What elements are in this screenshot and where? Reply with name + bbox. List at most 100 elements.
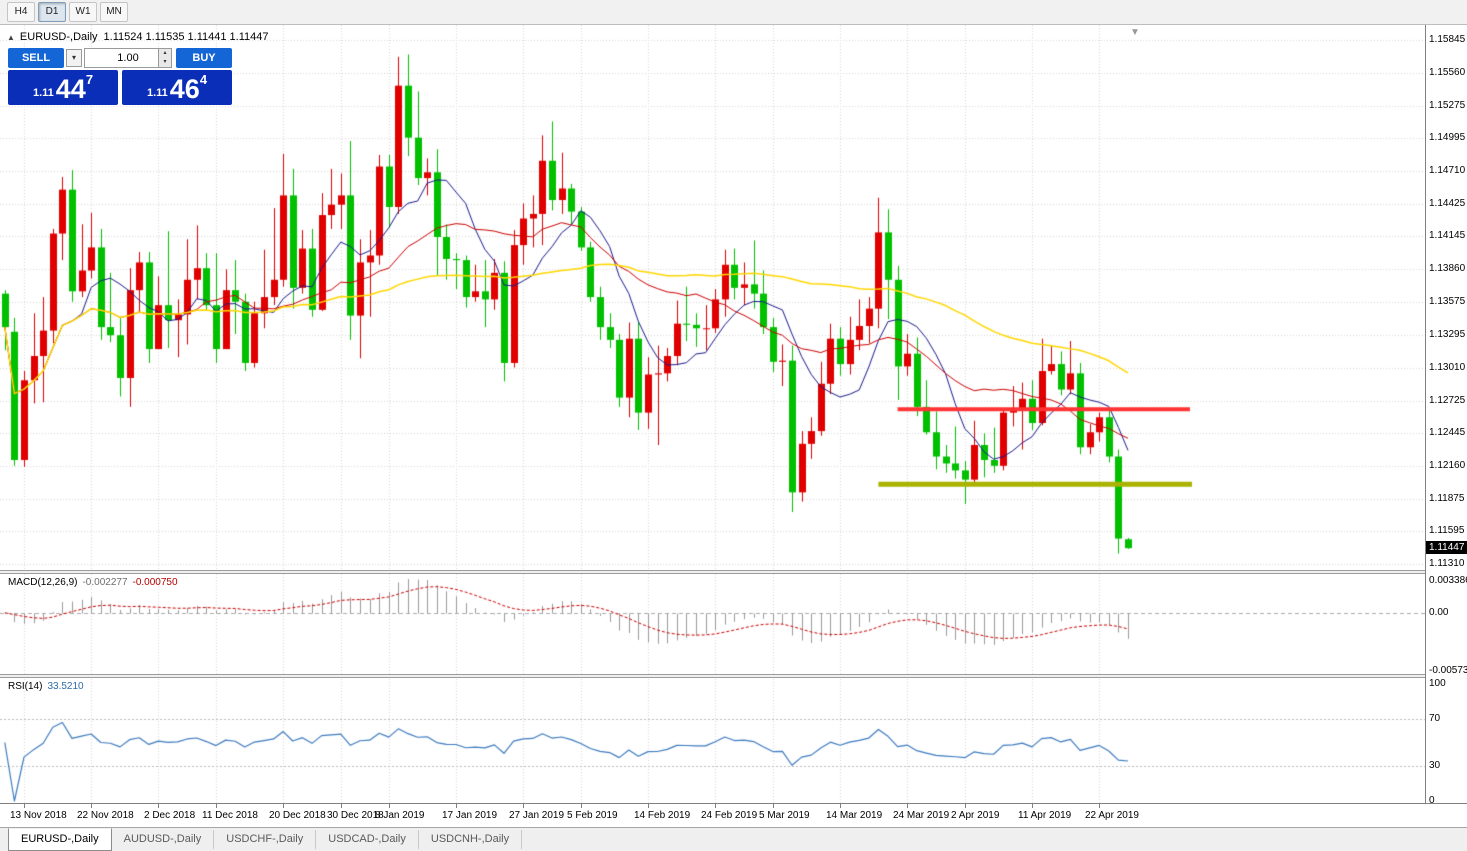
macd-signal-value: -0.000750 xyxy=(132,577,178,588)
date-tick-mark xyxy=(523,804,524,808)
rsi-title: RSI(14) xyxy=(8,681,43,692)
one-click-panel-toggle-icon[interactable]: ▲ xyxy=(7,32,15,42)
rsi-axis-label: 100 xyxy=(1429,678,1446,689)
date-axis-label: 14 Feb 2019 xyxy=(634,810,691,821)
price-axis-label: 1.13010 xyxy=(1429,361,1466,373)
date-axis-label: 27 Jan 2019 xyxy=(509,810,565,821)
buy-price-pip-digit: 4 xyxy=(199,72,208,87)
macd-indicator-label: MACD(12,26,9) -0.002277 -0.000750 xyxy=(8,577,178,588)
chart-tab-audusd[interactable]: AUDUSD-,Daily xyxy=(112,830,215,849)
macd-axis-label: 0.00 xyxy=(1429,606,1449,618)
buy-price-display[interactable]: 1.11 46 4 xyxy=(122,70,232,105)
chart-tab-bar: EURUSD-,Daily AUDUSD-,Daily USDCHF-,Daily U… xyxy=(0,827,1467,851)
date-axis-label: 14 Mar 2019 xyxy=(826,810,883,821)
chart-tab-usdcnh[interactable]: USDCNH-,Daily xyxy=(419,830,523,849)
chart-tab-usdchf[interactable]: USDCHF-,Daily xyxy=(214,830,317,849)
date-axis-border xyxy=(0,803,1467,804)
pane-separator-macd[interactable] xyxy=(0,570,1425,574)
date-axis-label: 11 Apr 2019 xyxy=(1018,810,1072,821)
sell-price-prefix: 1.11 xyxy=(32,87,54,99)
macd-title: MACD(12,26,9) xyxy=(8,577,78,588)
sell-price-display[interactable]: 1.11 44 7 xyxy=(8,70,118,105)
rsi-axis-label: 70 xyxy=(1429,713,1441,725)
price-axis-label: 1.14425 xyxy=(1429,198,1466,210)
volume-increase-button[interactable]: ▴ xyxy=(163,50,167,56)
timeframe-button-d1[interactable]: D1 xyxy=(38,2,66,22)
price-axis-label: 1.12160 xyxy=(1429,459,1466,471)
date-tick-mark xyxy=(965,804,966,808)
price-axis-label: 1.11875 xyxy=(1429,492,1465,504)
buy-button[interactable]: BUY xyxy=(176,48,232,68)
date-tick-mark xyxy=(1032,804,1033,808)
macd-main-value: -0.002277 xyxy=(82,577,128,588)
sell-button[interactable]: SELL xyxy=(8,48,64,68)
date-tick-mark xyxy=(91,804,92,808)
date-axis-label: 13 Nov 2018 xyxy=(10,810,67,821)
timeframe-button-w1[interactable]: W1 xyxy=(69,2,97,22)
candlestick-chart-canvas[interactable] xyxy=(0,25,1425,803)
date-tick-mark xyxy=(1099,804,1100,808)
chart-tab-eurusd[interactable]: EURUSD-,Daily xyxy=(8,828,112,851)
price-axis-label: 1.14145 xyxy=(1429,230,1466,242)
date-tick-mark xyxy=(907,804,908,808)
sell-price-big-digits: 44 xyxy=(55,74,86,104)
pane-separator-rsi[interactable] xyxy=(0,674,1425,678)
chart-ohlc-values: 1.11524 1.11535 1.11441 1.11447 xyxy=(103,31,269,43)
rsi-axis-label: 30 xyxy=(1429,759,1441,771)
price-axis-label: 1.11595 xyxy=(1429,525,1465,537)
price-axis-label: 1.15275 xyxy=(1429,99,1466,111)
chart-tab-usdcad[interactable]: USDCAD-,Daily xyxy=(316,830,419,849)
date-axis-label: 24 Feb 2019 xyxy=(701,810,758,821)
current-price-tag: 1.11447 xyxy=(1426,541,1467,555)
price-axis-label: 1.14710 xyxy=(1429,165,1466,177)
one-click-trading-panel: SELL ▾ 1.00 ▴ ▾ BUY 1.11 44 7 1.11 46 4 xyxy=(8,48,232,105)
date-tick-mark xyxy=(341,804,342,808)
date-axis-label: 2 Apr 2019 xyxy=(951,810,1000,821)
date-axis-label: 22 Nov 2018 xyxy=(77,810,134,821)
rsi-axis-label: 0 xyxy=(1429,795,1435,806)
date-tick-mark xyxy=(389,804,390,808)
rsi-indicator-label: RSI(14) 33.5210 xyxy=(8,681,84,692)
date-tick-mark xyxy=(840,804,841,808)
volume-input[interactable]: 1.00 ▴ ▾ xyxy=(84,48,172,68)
date-axis-label: 2 Dec 2018 xyxy=(144,810,196,821)
date-tick-mark xyxy=(581,804,582,808)
date-axis-label: 5 Feb 2019 xyxy=(567,810,618,821)
buy-price-prefix: 1.11 xyxy=(146,87,168,99)
price-axis-label: 1.14995 xyxy=(1429,132,1466,144)
macd-axis-label: -0.005737 xyxy=(1429,665,1467,677)
price-axis-label: 1.12725 xyxy=(1429,394,1466,406)
rsi-value: 33.5210 xyxy=(47,681,84,692)
timeframe-button-h4[interactable]: H4 xyxy=(7,2,35,22)
sell-price-pip-digit: 7 xyxy=(85,72,94,87)
price-axis-label: 1.13575 xyxy=(1429,296,1466,308)
price-axis-label: 1.15560 xyxy=(1429,66,1466,78)
chart-shift-marker-icon[interactable]: ▼ xyxy=(1130,27,1140,38)
date-axis-label: 20 Dec 2018 xyxy=(269,810,326,821)
date-tick-mark xyxy=(648,804,649,808)
date-axis-label: 11 Dec 2018 xyxy=(202,810,258,821)
timeframe-button-mn[interactable]: MN xyxy=(100,2,128,22)
date-tick-mark xyxy=(456,804,457,808)
date-tick-mark xyxy=(283,804,284,808)
price-axis-label: 1.15845 xyxy=(1429,34,1466,46)
price-axis-label: 1.12445 xyxy=(1429,426,1466,438)
price-axis[interactable]: 1.11447 1.15845 1.15560 1.15275 1.14995 1.14… xyxy=(1426,25,1467,806)
chart-header: ▲ EURUSD-,Daily 1.11524 1.11535 1.11441 … xyxy=(7,31,269,43)
date-axis[interactable]: 13 Nov 2018 22 Nov 2018 2 Dec 2018 11 Dec 2… xyxy=(0,804,1467,827)
buy-price-big-digits: 46 xyxy=(169,74,200,104)
date-axis-label: 24 Mar 2019 xyxy=(893,810,950,821)
volume-dropdown-button[interactable]: ▾ xyxy=(66,49,82,67)
date-tick-mark xyxy=(216,804,217,808)
date-axis-label: 5 Mar 2019 xyxy=(759,810,810,821)
date-tick-mark xyxy=(158,804,159,808)
date-axis-label: 22 Apr 2019 xyxy=(1085,810,1139,821)
price-axis-label: 1.11310 xyxy=(1429,557,1465,569)
volume-decrease-button[interactable]: ▾ xyxy=(163,59,167,65)
timeframe-toolbar: H4 D1 W1 MN xyxy=(0,0,1467,25)
price-axis-border xyxy=(1425,25,1426,803)
price-axis-label: 1.13860 xyxy=(1429,263,1466,275)
price-axis-label: 1.13295 xyxy=(1429,328,1466,340)
date-axis-label: 30 Dec 2018 xyxy=(327,810,384,821)
date-axis-label: 8 Jan 2019 xyxy=(375,810,425,821)
